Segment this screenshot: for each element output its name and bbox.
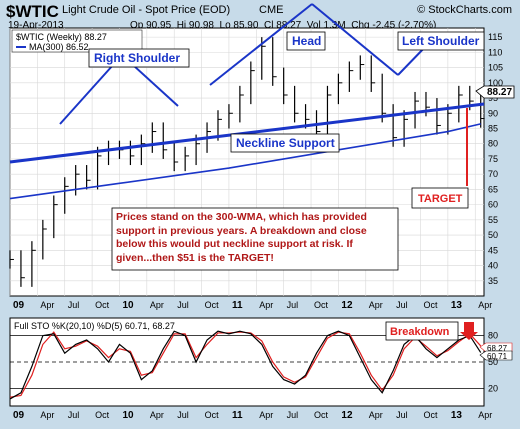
ma300-line — [9, 123, 481, 200]
price-x-axis: 09 Apr Jul Oct 10 Apr Jul Oct 11 Apr Jul Oct 12 Apr Ju… — [13, 300, 492, 311]
sto-d-value-marker — [479, 342, 513, 353]
sto-k-line — [9, 330, 482, 400]
sto-x-tick-label: Oct — [205, 410, 220, 420]
sto-x-tick-label: 12 — [341, 410, 353, 421]
note-box — [111, 207, 399, 271]
price-x-tick-label: Apr — [40, 300, 54, 310]
sto-y-tick-label: 80 — [488, 331, 498, 341]
price-y-ticks: 35404550556065707580859095100105110115 — [488, 32, 503, 286]
target-label: TARGET — [418, 193, 463, 205]
right-shoulder-label: Right Shoulder — [94, 51, 180, 65]
price-x-tick-label: Jul — [177, 300, 189, 310]
sto-x-tick-label: Apr — [478, 410, 492, 420]
head-label: Head — [292, 34, 321, 48]
chart-symbol: $WTIC — [6, 2, 59, 21]
price-y-tick-label: 60 — [488, 200, 498, 210]
price-x-tick-label: 11 — [232, 300, 243, 311]
sto-series — [9, 330, 482, 400]
sto-x-tick-label: Jul — [287, 410, 299, 420]
sto-x-tick-label: Oct — [95, 410, 110, 420]
sto-x-axis: 09 Apr Jul Oct 10 Apr Jul Oct 11 Apr Jul Oct 12 Apr Ju… — [13, 410, 492, 421]
neckline-label-box — [230, 133, 340, 153]
price-x-tick-label: Apr — [478, 300, 492, 310]
sto-k-value-marker — [479, 350, 513, 361]
sto-x-tick-label: Apr — [369, 410, 383, 420]
sto-y-tick-label: 20 — [488, 383, 498, 393]
right-shoulder-label-box — [88, 48, 190, 68]
price-y-tick-label: 105 — [488, 63, 503, 73]
sto-x-tick-label: Jul — [396, 410, 408, 420]
price-y-tick-label: 50 — [488, 230, 498, 240]
price-x-tick-label: Oct — [205, 300, 220, 310]
price-y-tick-label: 75 — [488, 154, 498, 164]
last-price-label: 88.27 — [487, 87, 512, 98]
sto-x-tick-label: Jul — [177, 410, 189, 420]
note-text: Prices stand on the 300-WMA, which has p… — [116, 211, 367, 264]
chart-title: Light Crude Oil - Spot Price (EOD) — [62, 4, 231, 16]
price-x-tick-label: 09 — [13, 300, 25, 311]
price-x-tick-label: Oct — [314, 300, 329, 310]
sto-d-value: 68.27 — [487, 344, 508, 353]
price-x-tick-label: Apr — [369, 300, 383, 310]
sto-y-tick-label: 50 — [488, 357, 498, 367]
price-y-tick-label: 80 — [488, 139, 498, 149]
price-y-tick-label: 115 — [488, 32, 502, 42]
head-label-box — [286, 31, 326, 51]
price-x-tick-label: Apr — [259, 300, 273, 310]
last-price-marker — [475, 85, 515, 99]
price-x-tick-label: 10 — [122, 300, 134, 311]
chart-watermark: © StockCharts.com — [417, 4, 512, 16]
chart-date: 19-Apr-2013 — [8, 20, 64, 31]
sto-x-tick-label: Jul — [68, 410, 80, 420]
chart-ohlc: Op 90.95 Hi 90.98 Lo 85.90 Cl 88.27 Vol … — [130, 20, 437, 31]
head-left-line — [209, 3, 313, 86]
price-y-tick-label: 55 — [488, 215, 498, 225]
price-legend-box — [11, 29, 143, 53]
sto-x-tick-label: Oct — [314, 410, 329, 420]
price-x-tick-label: Oct — [424, 300, 439, 310]
ma-legend: MA(300) 86.52 — [29, 42, 89, 52]
price-y-tick-label: 65 — [488, 184, 498, 194]
sto-y-ticks: 20 50 80 — [488, 331, 498, 394]
target-label-box — [411, 187, 469, 209]
price-y-tick-label: 110 — [488, 47, 502, 57]
price-series — [9, 37, 485, 287]
price-y-tick-label: 85 — [488, 124, 498, 134]
price-y-tick-label: 35 — [488, 276, 498, 286]
breakdown-arrow — [460, 322, 478, 340]
price-legend-main: $WTIC (Weekly) 88.27 — [16, 32, 107, 42]
sto-x-tick-label: Apr — [259, 410, 273, 420]
left-shoulder-label: Left Shoulder — [402, 34, 480, 48]
head-right-line — [311, 3, 399, 76]
price-x-tick-label: 12 — [341, 300, 353, 311]
price-y-tick-label: 70 — [488, 169, 498, 179]
sto-x-tick-label: Apr — [150, 410, 164, 420]
sto-x-tick-label: Oct — [424, 410, 439, 420]
price-x-tick-label: Apr — [150, 300, 164, 310]
chart-exchange: CME — [259, 4, 284, 16]
price-x-tick-label: Jul — [396, 300, 408, 310]
neckline-support-line — [9, 102, 485, 164]
price-y-tick-label: 90 — [488, 108, 498, 118]
sto-x-tick-label: 11 — [232, 410, 243, 421]
price-y-tick-label: 100 — [488, 78, 503, 88]
price-y-tick-label: 40 — [488, 261, 498, 271]
neckline-label: Neckline Support — [236, 136, 335, 150]
price-x-tick-label: Oct — [95, 300, 110, 310]
sto-x-tick-label: 10 — [122, 410, 134, 421]
sto-x-tick-label: Apr — [40, 410, 54, 420]
sto-x-tick-label: 09 — [13, 410, 25, 421]
sto-legend: Full STO %K(20,10) %D(5) 60.71, 68.27 — [14, 321, 175, 331]
breakdown-label: Breakdown — [390, 326, 450, 338]
price-y-tick-label: 45 — [488, 245, 498, 255]
sto-k-value: 60.71 — [487, 352, 508, 361]
breakdown-label-box — [385, 321, 459, 341]
sto-x-tick-label: 13 — [451, 410, 463, 421]
price-x-tick-label: Jul — [287, 300, 299, 310]
price-x-tick-label: Jul — [68, 300, 80, 310]
price-x-tick-label: 13 — [451, 300, 463, 311]
left-shoulder-label-box — [397, 31, 485, 51]
